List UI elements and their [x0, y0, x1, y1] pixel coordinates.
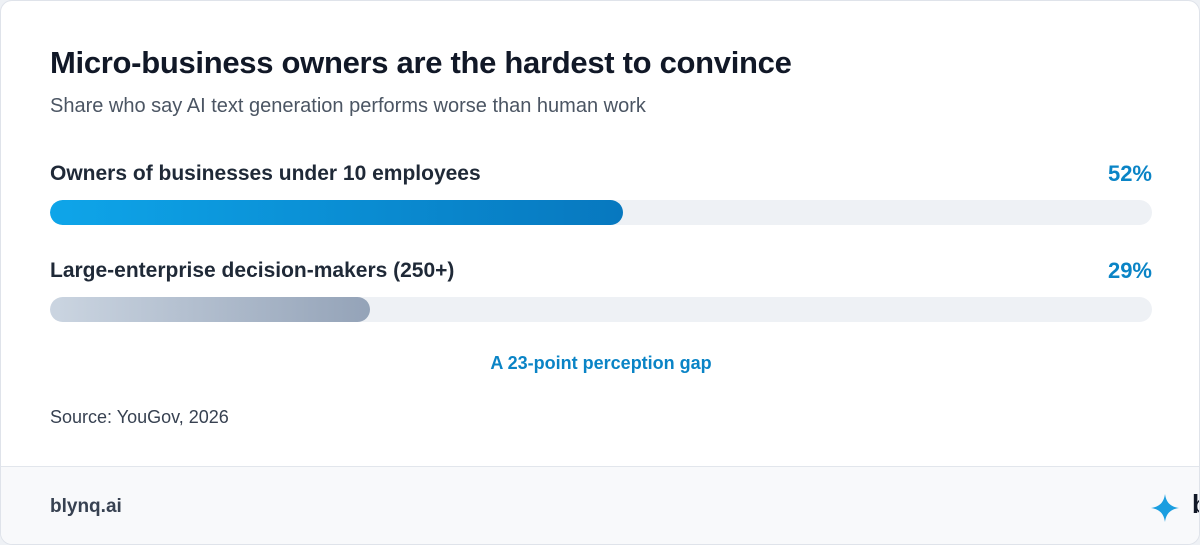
bar-value-label: 52%	[1107, 161, 1152, 186]
chart-title: Micro-business owners are the hardest to…	[50, 45, 792, 80]
chart-subtitle: Share who say AI text generation perform…	[50, 95, 646, 117]
bar-value-label: 29%	[1107, 258, 1152, 283]
bar-label: Owners of businesses under 10 employees	[50, 162, 481, 185]
bar-track	[50, 200, 1152, 225]
footer-url[interactable]: blynq.ai	[50, 496, 122, 517]
gap-annotation: A 23-point perception gap	[490, 353, 712, 373]
source-note: Source: YouGov, 2026	[50, 407, 229, 427]
sparkle-icon	[1151, 494, 1179, 522]
bar-label: Large-enterprise decision-makers (250+)	[50, 259, 455, 282]
bar-fill	[50, 297, 370, 322]
footer: blynq.ai blynq	[1, 466, 1199, 544]
bar-track	[50, 297, 1152, 322]
bar-fill	[50, 200, 624, 225]
brand-name: blynq	[1192, 489, 1199, 520]
